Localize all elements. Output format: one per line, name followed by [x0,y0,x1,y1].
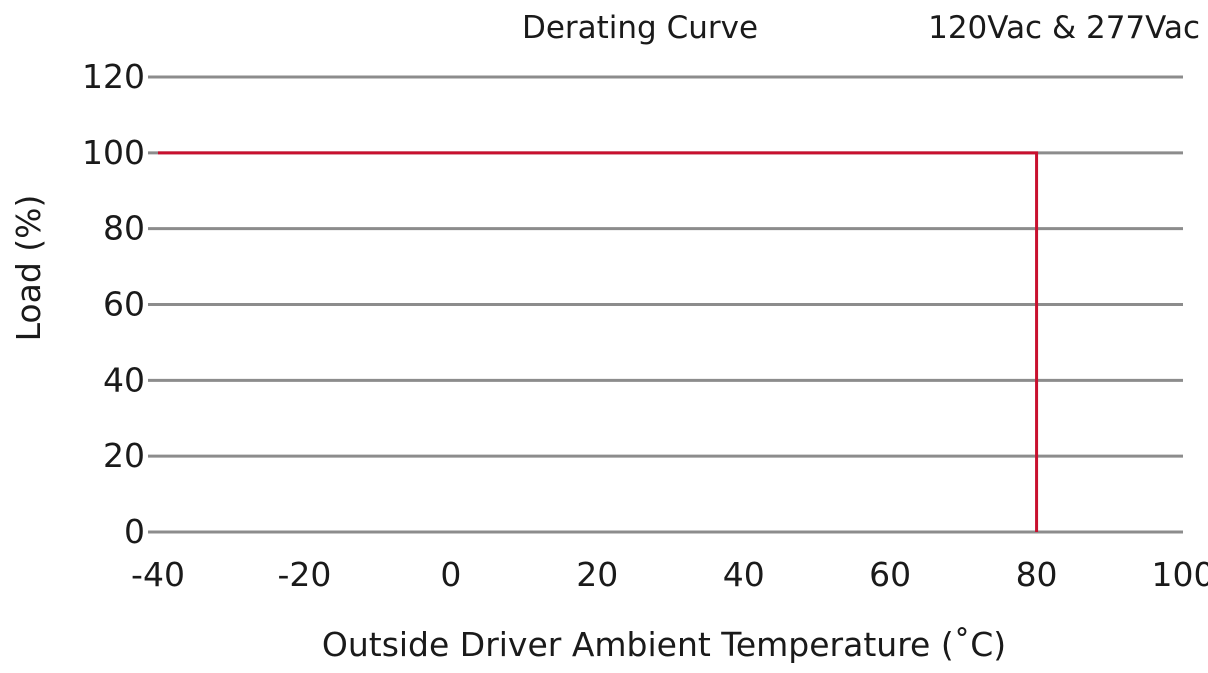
x-tick-label: 80 [1016,555,1058,594]
x-tick-label: 40 [723,555,765,594]
x-tick-label: 100 [1152,555,1208,594]
x-tick-label: 0 [440,555,461,594]
chart-title: Derating Curve [522,10,758,46]
y-tick-label: 60 [103,285,145,324]
x-tick-label: -40 [131,555,185,594]
x-tick-label: -20 [277,555,331,594]
x-tick-label: 20 [576,555,618,594]
x-tick-label: 60 [869,555,911,594]
chart-subtitle: 120Vac & 277Vac [928,10,1200,46]
gridlines [148,75,1183,534]
y-tick-label: 100 [82,133,145,172]
series-line-0 [158,151,1039,532]
y-tick-label: 120 [82,57,145,96]
y-tick-label: 80 [103,209,145,248]
y-tick-label: 40 [103,360,145,399]
y-tick-label: 20 [103,436,145,475]
x-axis-label: Outside Driver Ambient Temperature (˚C) [322,625,1006,664]
x-tick-labels: -40 -20 0 20 40 60 80 100 [131,555,1208,594]
y-tick-label: 0 [124,512,145,551]
y-axis-label: Load (%) [9,195,48,342]
series-layer [158,151,1039,532]
y-tick-labels: 0 20 40 60 80 100 120 [82,57,145,551]
